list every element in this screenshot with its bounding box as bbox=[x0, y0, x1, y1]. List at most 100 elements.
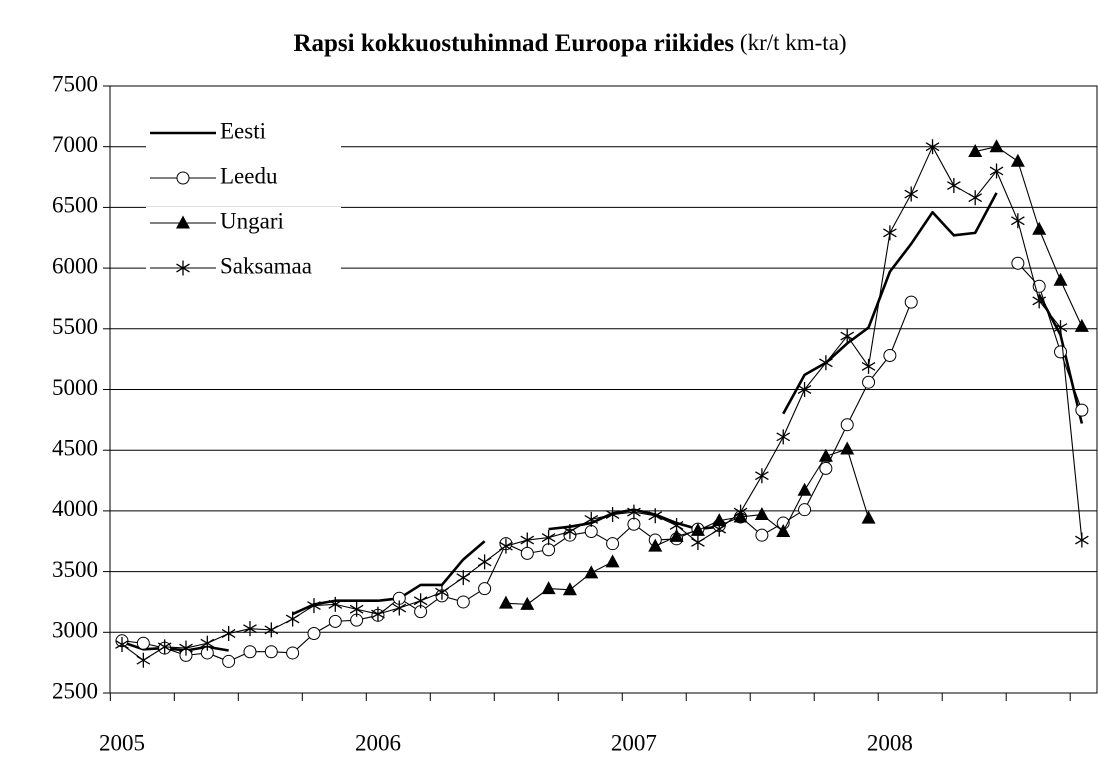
point-marker bbox=[968, 190, 983, 206]
title: Rapsi kokkuostuhinnad Euroopa riikides bbox=[293, 30, 734, 57]
legend-label: Ungari bbox=[220, 208, 284, 233]
point-marker bbox=[392, 600, 407, 616]
point-marker bbox=[1032, 221, 1047, 235]
y-tick-label: 6500 bbox=[52, 193, 98, 218]
x-tick-label: 2006 bbox=[355, 730, 401, 755]
point-marker bbox=[1053, 272, 1068, 286]
point-marker bbox=[243, 645, 257, 659]
point-marker bbox=[541, 530, 556, 546]
point-marker bbox=[1075, 532, 1089, 548]
point-marker bbox=[499, 538, 513, 554]
point-marker bbox=[797, 482, 812, 496]
point-marker bbox=[819, 461, 833, 475]
series-line bbox=[121, 146, 1083, 661]
y-tick-label: 7500 bbox=[52, 71, 98, 96]
point-marker bbox=[669, 517, 684, 533]
point-marker bbox=[1011, 256, 1025, 270]
point-marker bbox=[349, 601, 364, 617]
point-marker bbox=[925, 139, 940, 155]
point-marker bbox=[456, 570, 471, 586]
point-marker bbox=[605, 507, 620, 523]
point-marker bbox=[435, 584, 449, 600]
point-marker bbox=[456, 595, 470, 609]
point-marker bbox=[989, 163, 1004, 179]
point-marker bbox=[157, 639, 172, 655]
point-marker bbox=[1053, 320, 1068, 336]
point-marker bbox=[584, 565, 599, 579]
point-marker bbox=[904, 186, 919, 202]
point-marker bbox=[542, 543, 556, 557]
legend-marker bbox=[176, 171, 190, 185]
point-marker bbox=[1054, 345, 1068, 359]
point-marker bbox=[498, 595, 513, 609]
point-marker bbox=[691, 534, 705, 550]
point-marker bbox=[222, 654, 236, 668]
legend-label: Leedu bbox=[220, 163, 278, 188]
point-marker bbox=[1032, 293, 1047, 309]
point-marker bbox=[690, 522, 705, 536]
point-marker bbox=[286, 646, 300, 660]
point-marker bbox=[115, 636, 129, 652]
series-line bbox=[121, 262, 1083, 662]
point-marker bbox=[477, 554, 492, 570]
point-marker bbox=[1075, 403, 1089, 417]
point-marker bbox=[648, 508, 663, 524]
point-marker bbox=[904, 295, 918, 309]
y-tick-label: 3000 bbox=[52, 618, 98, 643]
point-marker bbox=[1074, 318, 1089, 332]
unit: (kr/t km-ta) bbox=[740, 30, 847, 55]
chart-title: Rapsi kokkuostuhinnad Euroopa riikides (… bbox=[293, 30, 846, 57]
point-marker bbox=[371, 606, 385, 622]
x-tick-label: 2007 bbox=[611, 730, 657, 755]
point-marker bbox=[947, 178, 961, 194]
point-marker bbox=[797, 382, 812, 397]
y-tick-label: 4000 bbox=[52, 496, 98, 521]
point-marker bbox=[136, 636, 150, 650]
y-tick-label: 5500 bbox=[52, 314, 98, 339]
legend-label: Saksamaa bbox=[220, 253, 312, 278]
point-marker bbox=[669, 528, 684, 542]
y-tick-label: 6000 bbox=[52, 253, 98, 278]
point-marker bbox=[627, 517, 641, 531]
point-marker bbox=[1010, 153, 1025, 167]
point-marker bbox=[605, 554, 620, 568]
point-marker bbox=[328, 596, 343, 612]
point-marker bbox=[818, 448, 833, 462]
point-marker bbox=[478, 582, 492, 596]
point-marker bbox=[883, 225, 897, 241]
legend-marker bbox=[176, 215, 190, 229]
point-marker bbox=[712, 521, 727, 537]
point-marker bbox=[136, 652, 151, 668]
plot-frame bbox=[109, 85, 1098, 694]
point-marker bbox=[755, 468, 769, 484]
point-marker bbox=[520, 546, 534, 560]
point-marker bbox=[584, 525, 598, 539]
point-marker bbox=[328, 614, 342, 628]
point-marker bbox=[221, 626, 236, 642]
point-marker bbox=[413, 593, 428, 609]
point-marker bbox=[989, 139, 1004, 153]
point-marker bbox=[1011, 213, 1025, 229]
point-marker bbox=[861, 510, 876, 524]
legend-marker bbox=[176, 260, 190, 276]
point-marker bbox=[264, 622, 279, 638]
point-marker bbox=[754, 507, 769, 521]
point-marker bbox=[285, 611, 300, 627]
point-marker bbox=[776, 429, 791, 445]
point-marker bbox=[819, 355, 833, 371]
point-marker bbox=[307, 627, 321, 641]
point-marker bbox=[520, 532, 535, 548]
point-marker bbox=[840, 441, 855, 455]
legend-label: Eesti bbox=[220, 118, 266, 143]
point-marker bbox=[840, 328, 855, 344]
point-marker bbox=[179, 640, 193, 656]
point-marker bbox=[733, 504, 748, 520]
point-marker bbox=[755, 528, 769, 542]
point-marker bbox=[606, 537, 620, 551]
point-marker bbox=[861, 358, 876, 374]
point-marker bbox=[562, 582, 577, 596]
point-marker bbox=[200, 635, 215, 651]
point-marker bbox=[264, 645, 278, 659]
